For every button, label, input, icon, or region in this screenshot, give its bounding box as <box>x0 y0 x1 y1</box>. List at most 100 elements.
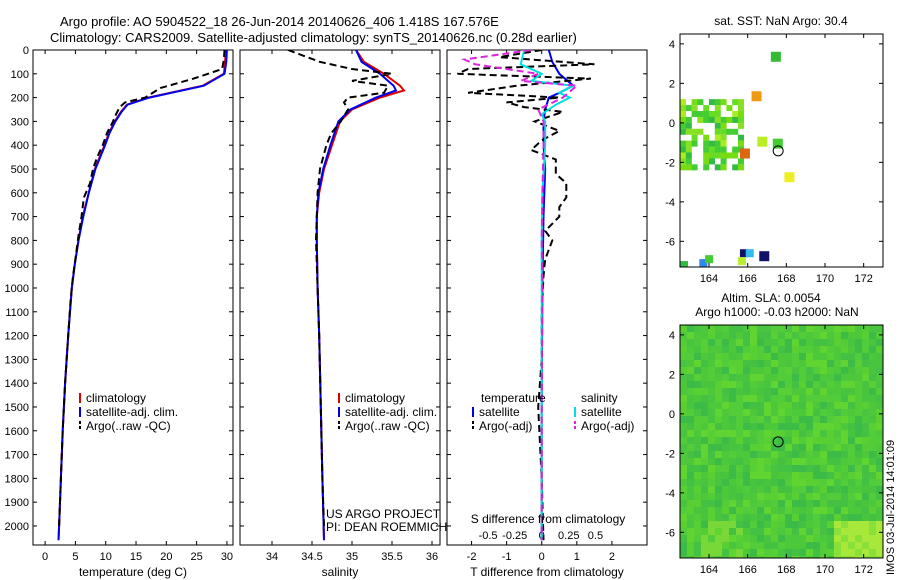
sla-cell <box>771 535 778 542</box>
sla-cell <box>876 367 883 374</box>
sla-cell <box>862 556 869 558</box>
sla-cell <box>855 556 862 558</box>
sla-cell <box>771 528 778 535</box>
sla-cell <box>848 465 855 472</box>
sla-cell <box>855 500 862 507</box>
sla-cell <box>729 416 736 423</box>
sla-cell <box>785 507 792 514</box>
sla-cell <box>722 353 729 360</box>
sla-cell <box>827 388 834 395</box>
sla-cell <box>729 535 736 542</box>
sla-cell <box>792 402 799 409</box>
sla-cell <box>750 360 757 367</box>
sla-cell <box>687 451 694 458</box>
sla-cell <box>736 521 743 528</box>
sla-cell <box>862 458 869 465</box>
sla-cell <box>876 535 883 542</box>
sla-cell <box>834 535 841 542</box>
legend-label: satellite <box>479 405 520 419</box>
sla-cell <box>764 521 771 528</box>
sla-cell <box>841 514 848 521</box>
sla-cell <box>708 402 715 409</box>
sla-cell <box>785 465 792 472</box>
sla-cell <box>764 367 771 374</box>
sla-cell <box>736 332 743 339</box>
sla-cell <box>701 416 708 423</box>
sla-cell <box>750 465 757 472</box>
sla-cell <box>764 507 771 514</box>
sla-cell <box>757 472 764 479</box>
sla-cell <box>757 346 764 353</box>
sla-cell <box>792 535 799 542</box>
sla-cell <box>708 451 715 458</box>
sst-cell <box>726 152 733 159</box>
sla-cell <box>785 409 792 416</box>
sla-cell <box>729 374 736 381</box>
difference-panel: -2 -1 0 1 2-0.5 -0.25 0 0.25 0.5 T difference fr… <box>446 49 648 579</box>
sla-cell <box>694 430 701 437</box>
sla-cell <box>687 367 694 374</box>
sla-cell <box>771 542 778 549</box>
sla-cell <box>813 535 820 542</box>
sla-cell <box>736 402 743 409</box>
sla-cell <box>694 465 701 472</box>
sla-cell <box>736 381 743 388</box>
legend-label: satellite-adj. clim. <box>86 405 178 419</box>
sla-cell <box>708 507 715 514</box>
sla-cell <box>750 451 757 458</box>
sla-cell <box>792 444 799 451</box>
sst-cell <box>751 91 762 102</box>
sla-cell <box>701 486 708 493</box>
temperature-panel: 0100200300400500600700800900100011001200… <box>5 45 234 579</box>
sla-cell <box>694 493 701 500</box>
sst-cell <box>680 146 686 153</box>
salinity-profiles <box>287 50 406 541</box>
sla-cell <box>708 479 715 486</box>
sla-cell <box>785 381 792 388</box>
sla-cell <box>715 332 722 339</box>
sla-cell <box>743 444 750 451</box>
sla-cell <box>806 556 813 558</box>
sst-cell <box>691 128 698 135</box>
sla-cell <box>799 388 806 395</box>
sla-cell <box>820 339 827 346</box>
sla-cell <box>743 416 750 423</box>
difference-x-axis: -2 -1 0 1 2-0.5 -0.25 0 0.25 0.5 <box>467 50 615 563</box>
sla-cell <box>806 444 813 451</box>
sla-cell <box>862 542 869 549</box>
sla-cell <box>876 493 883 500</box>
sla-cell <box>792 360 799 367</box>
sla-cell <box>708 472 715 479</box>
sla-cell <box>827 360 834 367</box>
sla-cell <box>806 521 813 528</box>
sla-cell <box>820 325 827 332</box>
sla-cell <box>757 556 764 558</box>
sla-cell <box>687 339 694 346</box>
sla-cell <box>708 416 715 423</box>
sla-cell <box>743 346 750 353</box>
sla-cell <box>701 500 708 507</box>
sla-cell <box>708 332 715 339</box>
sla-cell <box>708 395 715 402</box>
sla-cell <box>792 346 799 353</box>
sla-cell <box>729 549 736 556</box>
sla-cell <box>694 444 701 451</box>
sst-cell <box>685 105 692 112</box>
sla-cell <box>799 325 806 332</box>
sla-cell <box>694 486 701 493</box>
sst-cell <box>738 116 744 123</box>
sla-cell <box>764 409 771 416</box>
sla-cell <box>876 416 883 423</box>
sla-cell <box>855 472 862 479</box>
sla-cell <box>743 325 750 332</box>
sla-cell <box>848 458 855 465</box>
sla-cell <box>876 374 883 381</box>
sla-cell <box>869 500 876 507</box>
sla-cell <box>778 493 785 500</box>
sla-cell <box>750 339 757 346</box>
sla-cell <box>750 521 757 528</box>
sst-cell <box>697 111 704 118</box>
sla-cell <box>841 507 848 514</box>
sla-cell <box>694 402 701 409</box>
sla-cell <box>743 395 750 402</box>
